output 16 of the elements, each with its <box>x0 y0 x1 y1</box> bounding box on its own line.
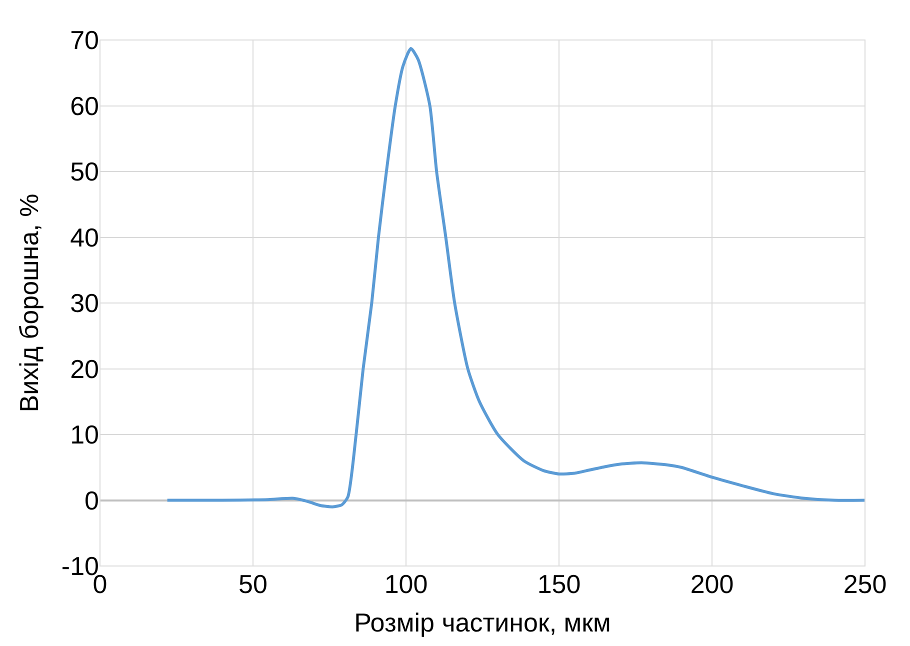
x-axis-title: Розмір частинок, мкм <box>354 608 611 638</box>
y-axis-title: Вихід борошна, % <box>14 194 44 412</box>
y-tick-label: 30 <box>70 288 99 318</box>
y-tick-label: 0 <box>84 485 99 516</box>
y-tick-label: 20 <box>70 354 99 384</box>
y-tick-label: 60 <box>70 90 99 121</box>
x-tick-label: 150 <box>537 569 581 599</box>
x-tick-label: 250 <box>843 569 887 599</box>
line-series <box>166 47 865 508</box>
x-tick-label: 50 <box>238 569 268 599</box>
y-tick-label: 10 <box>70 420 99 450</box>
x-tick-label: 100 <box>384 569 428 599</box>
y-tick-label: 70 <box>70 25 99 56</box>
y-tick-label: 40 <box>70 222 99 252</box>
y-tick-label: 50 <box>70 156 99 187</box>
x-tick-label: 200 <box>690 569 734 599</box>
